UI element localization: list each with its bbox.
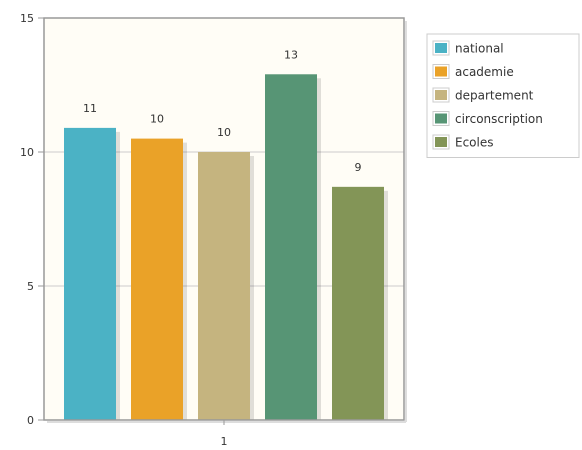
legend-box <box>426 33 580 158</box>
legend-swatch-circonscription <box>435 113 447 124</box>
bar-value-label: 13 <box>284 48 298 61</box>
legend-swatch-ecoles <box>435 137 447 147</box>
legend-label: circonscription <box>455 112 543 126</box>
legend-label: Ecoles <box>455 136 494 150</box>
y-tick-label: 15 <box>20 12 34 25</box>
bar-national <box>64 127 116 420</box>
bar-circonscription <box>265 74 317 420</box>
legend: national academie departement circonscripti… <box>426 33 580 158</box>
y-tick-label: 5 <box>27 280 34 293</box>
y-tick-label: 0 <box>27 414 34 427</box>
bar-value-label: 9 <box>355 161 362 174</box>
legend-label: national <box>455 42 504 56</box>
bar-value-label: 10 <box>150 113 164 126</box>
legend-swatch-academie <box>435 66 447 77</box>
plot-area: 0 5 10 15 11 10 10 13 9 1 <box>20 12 407 448</box>
bar-departement <box>198 152 250 420</box>
bar-value-label: 11 <box>83 102 97 115</box>
legend-swatch-departement <box>435 90 447 100</box>
legend-swatch-national <box>435 43 447 53</box>
bar-academie <box>131 138 183 420</box>
bar-value-label: 10 <box>217 126 231 139</box>
legend-label: academie <box>455 65 514 79</box>
legend-label: departement <box>455 89 534 103</box>
x-tick-label: 1 <box>221 435 228 448</box>
y-tick-label: 10 <box>20 146 34 159</box>
bar-ecoles <box>332 186 384 420</box>
